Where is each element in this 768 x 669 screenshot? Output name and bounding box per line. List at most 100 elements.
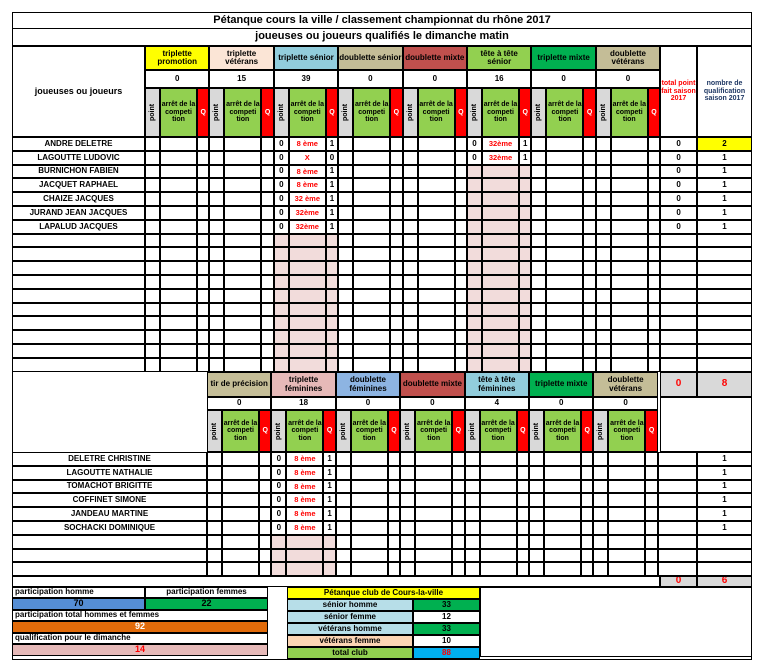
result-cell <box>595 164 611 179</box>
result-cell <box>353 164 391 179</box>
result-cell <box>531 316 547 331</box>
result-cell <box>531 302 547 317</box>
result-cell <box>610 219 648 234</box>
result-cell <box>288 261 326 275</box>
result-cell <box>338 261 354 275</box>
result-cell <box>454 261 467 275</box>
category-count: 0 <box>207 397 272 410</box>
result-cell <box>583 344 596 358</box>
total-points <box>657 465 697 480</box>
result-cell <box>207 479 222 494</box>
result-cell <box>338 357 354 372</box>
result-cell <box>197 316 210 331</box>
result-cell <box>482 247 519 262</box>
result-cell <box>608 534 646 549</box>
result-cell <box>608 493 646 508</box>
category-count: 0 <box>400 397 465 410</box>
result-cell <box>647 288 661 303</box>
result-cell <box>273 247 289 262</box>
result-cell <box>402 316 418 331</box>
result-cell <box>417 137 455 151</box>
result-cell <box>390 192 403 206</box>
result-cell <box>647 261 661 275</box>
result-cell <box>261 357 274 372</box>
result-cell <box>387 534 401 549</box>
result-cell <box>209 164 225 179</box>
result-cell <box>259 562 272 577</box>
total-points: 0 <box>660 164 697 179</box>
result-cell <box>261 219 274 234</box>
result-cell <box>531 150 547 165</box>
result-cell <box>454 344 467 358</box>
result-cell <box>546 275 584 289</box>
result-cell <box>516 507 529 521</box>
category-name: triplette sénior <box>273 46 339 70</box>
result-cell <box>581 493 594 508</box>
result-cell <box>544 465 581 480</box>
result-cell: 1 <box>323 465 336 480</box>
result-cell: 0 <box>467 150 482 165</box>
result-cell <box>286 562 324 577</box>
result-cell <box>224 206 262 220</box>
sub-header: Q <box>454 88 467 137</box>
result-cell <box>595 192 611 206</box>
result-cell <box>353 275 391 289</box>
club-label: sénior homme <box>287 599 413 611</box>
result-cell <box>595 316 611 331</box>
result-cell <box>224 316 262 331</box>
result-cell <box>647 164 661 179</box>
result-cell <box>350 465 388 480</box>
result-cell <box>595 150 611 165</box>
men-total-points: 0 <box>660 372 697 397</box>
player-name <box>12 275 145 289</box>
result-cell <box>595 275 611 289</box>
result-cell <box>402 302 418 317</box>
result-cell <box>415 479 453 494</box>
result-cell <box>222 493 259 508</box>
qualifications <box>697 357 752 372</box>
result-cell <box>338 150 354 165</box>
result-cell <box>261 164 274 179</box>
result-cell <box>479 452 517 466</box>
result-cell: 1 <box>323 507 336 521</box>
result-cell <box>467 288 482 303</box>
total-points <box>657 562 697 577</box>
total-points <box>660 302 697 317</box>
result-cell <box>400 452 416 466</box>
sub-header: point <box>595 88 611 137</box>
result-cell <box>209 261 225 275</box>
sub-header: arrêt de la competi tion <box>546 88 584 137</box>
result-cell <box>145 275 160 289</box>
result-cell <box>529 521 544 535</box>
result-cell <box>519 192 532 206</box>
category-count: 0 <box>595 70 661 88</box>
result-cell <box>454 150 467 165</box>
result-cell <box>516 493 529 508</box>
result-cell <box>583 261 596 275</box>
value: 22 <box>145 598 268 610</box>
result-cell <box>145 247 160 262</box>
result-cell <box>415 521 453 535</box>
result-cell <box>402 261 418 275</box>
sub-header: point <box>207 410 222 452</box>
result-cell <box>197 247 210 262</box>
result-cell <box>209 150 225 165</box>
result-cell <box>160 275 197 289</box>
result-cell <box>482 192 519 206</box>
result-cell <box>647 233 661 248</box>
result-cell <box>546 233 584 248</box>
result-cell <box>402 247 418 262</box>
result-cell <box>197 164 210 179</box>
result-cell <box>325 275 339 289</box>
result-cell <box>546 192 584 206</box>
club-value: 33 <box>413 623 480 635</box>
result-cell <box>288 288 326 303</box>
result-cell <box>583 219 596 234</box>
result-cell <box>546 330 584 344</box>
result-cell <box>583 233 596 248</box>
result-cell: 0 <box>273 206 289 220</box>
result-cell <box>645 479 658 494</box>
result-cell <box>647 316 661 331</box>
sub-header: point <box>400 410 416 452</box>
result-cell <box>454 219 467 234</box>
